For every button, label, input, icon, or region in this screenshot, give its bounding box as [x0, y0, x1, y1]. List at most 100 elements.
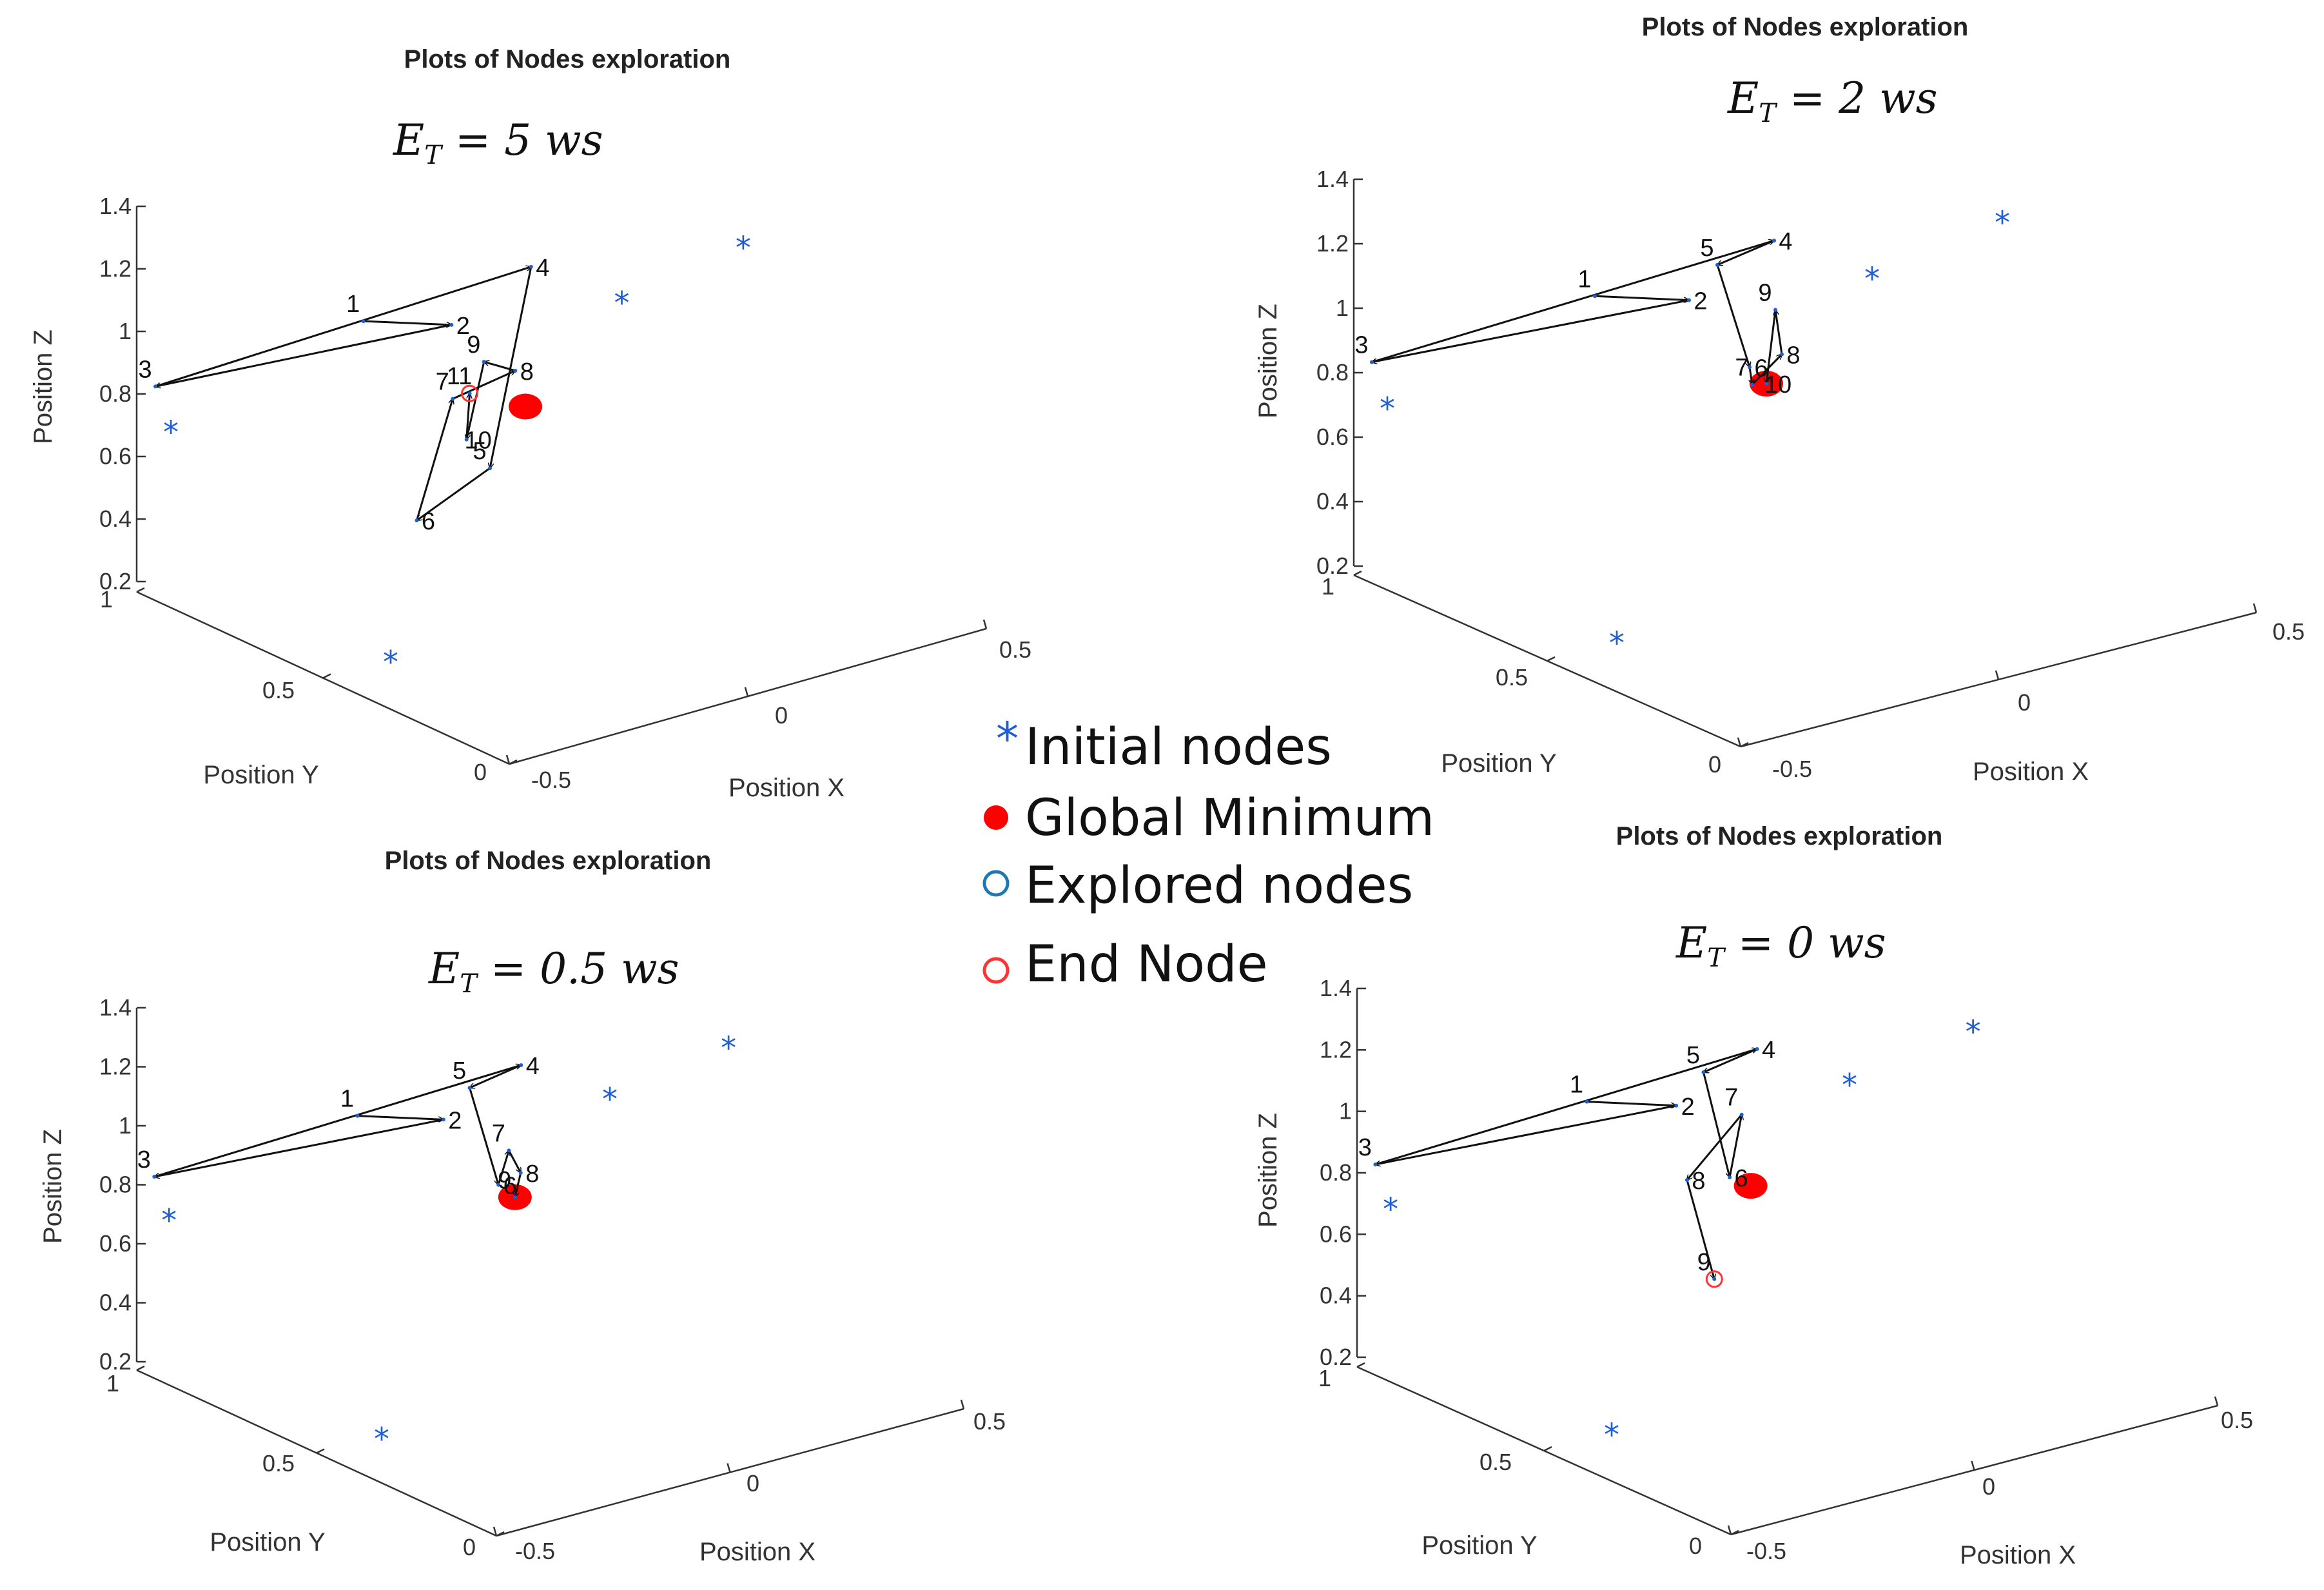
explored-node	[1739, 1112, 1744, 1117]
y-tick-mark	[1547, 656, 1556, 662]
z-tick-label: 1	[119, 318, 132, 344]
y-tick-label: 1	[1322, 573, 1334, 600]
exploration-arrow	[470, 1064, 522, 1088]
exploration-arrow	[1686, 1179, 1714, 1279]
end-node-marker	[461, 384, 479, 402]
y-tick-mark	[1356, 1362, 1365, 1368]
explored-node	[1674, 1103, 1679, 1108]
node-index-label: 2	[1694, 288, 1707, 315]
exploration-arrow	[1750, 367, 1752, 384]
node-index-label: 10	[465, 427, 492, 455]
node-index-label: 3	[1354, 332, 1368, 359]
x-tick-label: 0	[775, 702, 788, 729]
node-index-label: 4	[526, 1053, 540, 1080]
legend-label-explored-nodes: Explored nodes	[1025, 857, 1413, 915]
explored-node	[415, 518, 419, 523]
x-axis-label: Position X	[728, 774, 845, 802]
z-tick-label: 1.2	[1320, 1036, 1352, 1063]
x-tick-label: 0.5	[999, 636, 1031, 663]
legend-item-global-minimum: Global Minimum	[984, 789, 1434, 847]
explored-node	[1701, 1070, 1706, 1074]
x-tick-label: 0	[747, 1470, 759, 1497]
initial-node-star: *	[383, 644, 398, 680]
x-tick-mark	[2214, 1396, 2219, 1406]
explored-node	[1772, 239, 1776, 243]
node-index-label: 1	[1570, 1072, 1583, 1099]
initial-node-star: *	[163, 415, 179, 451]
explored-node	[507, 1148, 511, 1153]
initial-node-star: *	[721, 1030, 736, 1066]
initial-node-star: *	[1604, 1417, 1619, 1453]
filled-circle-icon	[984, 805, 1008, 830]
node-index-label: 3	[139, 356, 152, 383]
node-index-label: 9	[467, 331, 480, 358]
explored-node	[1370, 360, 1374, 364]
x-tick-mark	[1727, 1525, 1732, 1535]
explored-node	[1780, 352, 1784, 357]
y-tick-mark	[1353, 570, 1362, 576]
plot-panel-et-2: Plots of Nodes exploration ET = 2 ws 0.2 0.…	[1254, 13, 2305, 786]
z-tick-label: 0.2	[99, 568, 132, 594]
z-tick-label: 1.4	[99, 994, 132, 1021]
y-axis-label: Position Y	[1441, 749, 1556, 778]
exploration-arrow	[1766, 309, 1777, 384]
x-tick-mark	[727, 1463, 731, 1473]
y-tick-label: 1	[100, 586, 113, 613]
node-index-label: 4	[536, 255, 549, 282]
exploration-arrow	[467, 361, 485, 439]
node-index-label: 8	[520, 358, 534, 386]
exploration-arrow	[1775, 310, 1783, 355]
z-tick-label: 0.8	[99, 380, 132, 407]
node-index-label: 8	[525, 1161, 539, 1188]
z-tick-label: 0.8	[99, 1172, 132, 1198]
x-tick-mark	[2252, 603, 2258, 613]
z-tick-label: 0.4	[1320, 1282, 1352, 1309]
explored-node	[1684, 1178, 1689, 1183]
x-tick-mark	[1971, 1460, 1975, 1471]
plot-panel-et-5: Plots of Nodes exploration ET = 5 ws 0.2 0.…	[29, 45, 1031, 802]
z-tick-label: 0.4	[99, 1290, 132, 1316]
node-index-label: 9	[1758, 280, 1772, 307]
x-tick-mark	[505, 754, 511, 765]
open-circle-icon	[982, 870, 1010, 897]
y-axis-label: Position Y	[1421, 1531, 1537, 1560]
z-axis-label: Position Z	[29, 329, 57, 444]
explored-node	[467, 1086, 472, 1090]
explored-node	[153, 384, 158, 389]
legend: * Initial nodes Global Minimum Explored …	[982, 712, 1434, 994]
z-tick-label: 0.2	[1316, 553, 1349, 579]
explored-node	[1764, 381, 1768, 386]
y-tick-mark	[136, 587, 145, 593]
z-tick-label: 0.8	[1316, 359, 1349, 386]
y-tick-mark	[322, 673, 331, 679]
explored-node	[513, 1195, 517, 1199]
exploration-arrow	[1371, 240, 1774, 364]
explored-node	[1750, 382, 1754, 387]
explored-node	[361, 319, 366, 324]
exploration-arrow	[154, 1118, 444, 1177]
y-tick-label: 0	[1689, 1533, 1702, 1559]
node-index-label: 8	[1786, 342, 1800, 369]
explored-node	[1373, 1163, 1378, 1167]
chart-title: Plots of Nodes exploration	[385, 847, 712, 875]
legend-item-explored-nodes: Explored nodes	[982, 857, 1413, 915]
exploration-arrow	[452, 371, 515, 400]
y-tick-label: 1	[1318, 1365, 1331, 1391]
explored-node	[451, 397, 455, 401]
exploration-arrow	[490, 266, 532, 468]
explored-node	[464, 437, 469, 442]
node-index-label: 1	[346, 291, 360, 318]
explored-node	[1593, 294, 1597, 299]
z-tick-label: 1	[1336, 295, 1349, 321]
node-index-label: 6	[422, 508, 435, 535]
explored-node	[441, 1117, 445, 1122]
node-index-label: 1	[1577, 266, 1591, 293]
node-index-label: 6	[1735, 1165, 1748, 1192]
y-tick-mark	[1543, 1446, 1552, 1452]
legend-label-end-node: End Node	[1025, 936, 1268, 994]
exploration-arrow	[1687, 1114, 1743, 1180]
explored-node	[1728, 1175, 1732, 1180]
explored-node	[467, 391, 472, 396]
z-tick-label: 0.2	[1320, 1344, 1352, 1370]
